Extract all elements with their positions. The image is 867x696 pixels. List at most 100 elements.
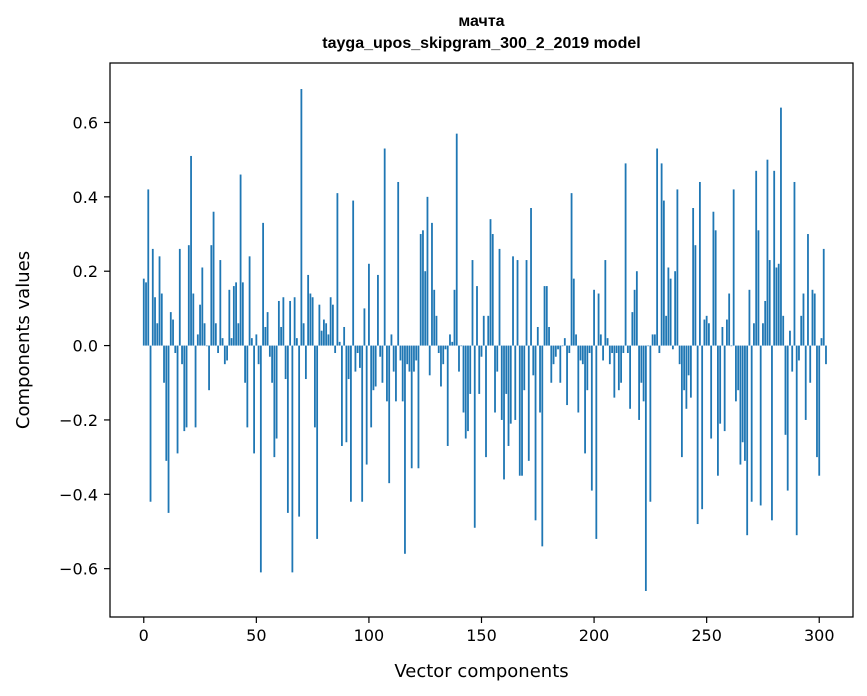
bar: [453, 289, 456, 346]
bar: [485, 345, 487, 458]
bar: [512, 256, 514, 346]
bar: [176, 345, 179, 454]
x-tick-label: 50: [246, 626, 266, 645]
bar: [451, 341, 454, 346]
bar: [548, 326, 550, 346]
bar: [347, 345, 350, 380]
bar: [300, 89, 303, 346]
bar: [446, 345, 449, 446]
bar: [730, 345, 733, 347]
bar: [647, 345, 650, 347]
bar: [719, 345, 722, 424]
axes-frame: [109, 62, 854, 618]
bar: [449, 334, 451, 346]
bar: [532, 345, 535, 376]
bar: [545, 286, 548, 346]
bar: [437, 345, 440, 354]
bar: [800, 315, 803, 346]
bar: [525, 260, 528, 346]
bar: [250, 338, 253, 346]
bar: [237, 323, 240, 346]
bar: [539, 345, 541, 413]
x-tick-label: 300: [804, 626, 835, 645]
bar: [786, 345, 789, 491]
bar: [383, 148, 386, 346]
bar: [662, 200, 665, 346]
bar: [784, 345, 787, 435]
bar: [750, 345, 753, 502]
bar: [410, 345, 413, 469]
bar: [228, 289, 231, 346]
bar: [651, 334, 654, 346]
bar: [399, 345, 402, 361]
y-ticks: −0.6 −0.4 −0.2 0.0 0.2 0.4 0.6: [59, 113, 110, 579]
bar: [424, 271, 427, 346]
bar: [219, 260, 222, 346]
bar: [577, 345, 580, 413]
bar: [259, 345, 262, 573]
y-tick-label: 0.0: [73, 337, 98, 356]
bar: [241, 282, 244, 346]
bar: [295, 338, 298, 346]
bar: [284, 345, 287, 380]
bar: [190, 155, 192, 346]
bar: [460, 345, 463, 347]
bar: [579, 345, 582, 361]
bar: [350, 345, 352, 502]
bar: [313, 345, 316, 428]
bar: [208, 345, 210, 391]
bar: [203, 323, 206, 346]
bar: [154, 297, 156, 346]
bar: [372, 345, 375, 391]
bar: [775, 267, 778, 346]
bar: [798, 345, 800, 361]
bar: [590, 345, 593, 491]
bar: [500, 345, 503, 420]
bar: [471, 260, 474, 346]
bar: [413, 345, 415, 372]
bar: [277, 300, 280, 346]
bar: [717, 345, 719, 476]
bar: [417, 345, 420, 469]
bar: [365, 345, 368, 465]
bar: [534, 345, 537, 521]
bar: [777, 263, 780, 346]
bar: [388, 345, 391, 484]
bar: [302, 323, 305, 346]
bar: [674, 271, 677, 346]
bar: [221, 338, 224, 346]
bar: [458, 345, 460, 372]
bar: [660, 163, 663, 346]
bar: [554, 345, 557, 357]
bar: [408, 345, 411, 372]
x-tick-label: 0: [139, 626, 149, 645]
bar: [766, 159, 769, 346]
bar: [586, 345, 589, 391]
bar: [199, 304, 201, 346]
bar: [726, 319, 728, 346]
bar: [268, 345, 271, 357]
bar: [649, 345, 652, 502]
bar: [354, 345, 357, 372]
bar: [694, 245, 697, 346]
y-tick-label: 0.4: [73, 188, 98, 207]
bar: [712, 211, 715, 346]
bar: [687, 345, 690, 376]
bar: [428, 345, 431, 376]
bar: [386, 345, 388, 402]
bar: [343, 326, 346, 346]
bar: [442, 345, 445, 365]
bar: [187, 245, 190, 346]
bar: [825, 345, 827, 365]
bar: [552, 345, 555, 365]
bar: [611, 345, 613, 354]
bar: [246, 345, 249, 428]
bar: [167, 345, 170, 513]
bar: [678, 345, 681, 365]
bar: [795, 345, 798, 536]
bar: [174, 345, 177, 354]
bar: [426, 196, 429, 346]
bars: [142, 89, 827, 591]
bar: [422, 230, 424, 346]
bar: [622, 345, 625, 354]
